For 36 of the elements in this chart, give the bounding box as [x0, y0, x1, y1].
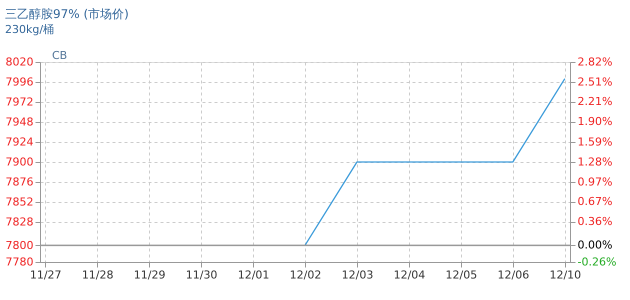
y-tick-label: 7780	[6, 256, 34, 268]
x-tick-label: 12/06	[497, 268, 530, 282]
chart-subtitle: 230kg/桶	[5, 23, 54, 36]
x-tick-label: 11/29	[134, 268, 166, 282]
y-tick-label: 8020	[6, 56, 34, 68]
x-tick-label: 12/10	[549, 268, 582, 282]
x-tick-label: 11/28	[82, 268, 114, 282]
y2-tick-label: 1.28%	[578, 156, 612, 168]
y2-tick-label: 1.90%	[578, 115, 612, 128]
x-tick-label: 11/30	[186, 268, 218, 282]
x-tick-label: 12/04	[394, 268, 426, 282]
y2-tick-label: 0.36%	[578, 215, 612, 228]
y2-tick-label: 0.67%	[578, 195, 612, 208]
x-tick-label: 11/27	[30, 268, 62, 282]
y2-tick-label: 0.00%	[578, 238, 612, 252]
y2-tick-label: -0.26%	[578, 256, 616, 268]
x-tick-label: 12/02	[290, 268, 322, 282]
y2-tick-label: 2.21%	[578, 95, 612, 108]
y-tick-label: 7800	[6, 238, 34, 252]
y2-tick-label: 1.59%	[578, 135, 612, 148]
y-tick-label: 7852	[6, 196, 34, 208]
x-tick-label: 12/03	[342, 268, 374, 282]
y2-tick-label: 2.51%	[578, 76, 612, 89]
y-tick-label: 7972	[6, 96, 34, 108]
y-tick-label: 7948	[6, 116, 34, 128]
y2-tick-label: 2.82%	[578, 56, 612, 68]
y-tick-label: 7996	[6, 76, 34, 88]
x-tick-label: 12/05	[446, 268, 478, 282]
y-tick-label: 7828	[6, 216, 34, 228]
y2-tick-label: 0.97%	[578, 176, 612, 189]
text: CB	[52, 49, 68, 62]
y-tick-label: 7876	[6, 176, 34, 188]
y-tick-label: 7924	[6, 136, 34, 148]
chart-title: 三乙醇胺97% (市场价)	[5, 7, 129, 21]
y-tick-label: 7900	[6, 156, 34, 168]
x-tick-label: 12/01	[238, 268, 270, 282]
